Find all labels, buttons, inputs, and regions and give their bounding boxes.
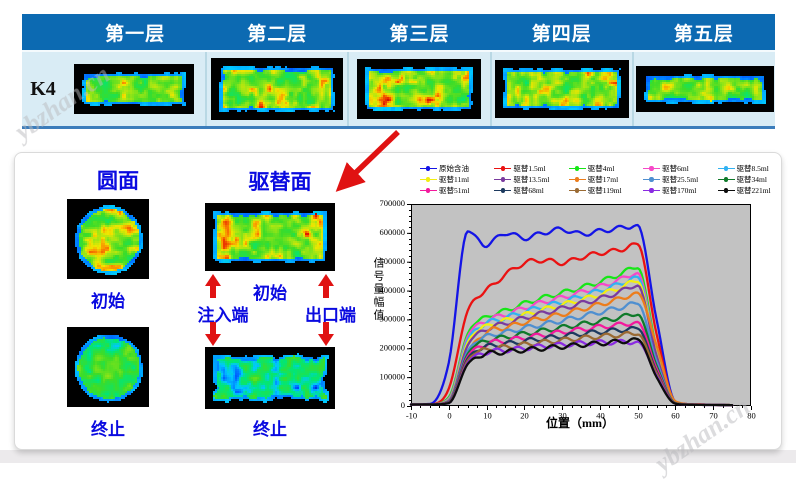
inlet-down-arrow-icon bbox=[205, 322, 221, 346]
table-cell-layer-4 bbox=[489, 52, 633, 126]
legend-marker-icon bbox=[568, 165, 586, 172]
legend-marker-icon bbox=[420, 187, 437, 194]
legend-item: 驱替13.5ml bbox=[494, 174, 568, 185]
legend-label: 驱替51ml bbox=[439, 186, 470, 195]
pointer-arrow-icon bbox=[335, 130, 400, 192]
chart-y-axis-label: 信号量幅值 bbox=[372, 257, 384, 322]
legend-label: 驱替11ml bbox=[439, 175, 470, 184]
displacement-face-title: 驱替面 bbox=[248, 171, 312, 194]
legend-item: 驱替68ml bbox=[494, 185, 568, 196]
heatmap-layer-3 bbox=[357, 59, 482, 119]
legend-item: 原始含油 bbox=[420, 163, 494, 174]
legend-item: 驱替221ml bbox=[717, 185, 792, 196]
legend-marker-icon bbox=[643, 165, 661, 172]
legend-marker-icon bbox=[494, 187, 512, 194]
header-layer-1: 第一层 bbox=[105, 23, 166, 45]
legend-marker-icon bbox=[643, 176, 661, 183]
legend-item: 驱替51ml bbox=[420, 185, 494, 196]
figure-page: { "watermark": "ybzhan.cn", "table": { "… bbox=[0, 14, 796, 478]
analysis-panel: 圆面 初始 终止 驱替面 初始 注入端 出口端 终止 原始含油 驱替1.5ml 驱替… bbox=[14, 152, 790, 450]
heatmap-layer-5 bbox=[635, 66, 774, 112]
chart-x-axis-label: 位置（mm） bbox=[546, 416, 614, 430]
header-label-spacer bbox=[22, 14, 64, 50]
face-start-frame bbox=[205, 203, 335, 271]
legend-label: 驱替119ml bbox=[587, 186, 622, 195]
circle-face-title: 圆面 bbox=[97, 170, 139, 193]
chart-legend: 原始含油 驱替1.5ml 驱替4ml 驱替6ml 驱替8.5ml 驱替11ml 驱替13.5… bbox=[420, 163, 792, 196]
legend-label: 驱替6ml bbox=[662, 164, 689, 173]
header-layer-2: 第二层 bbox=[247, 23, 308, 45]
heatmap-layer-1 bbox=[74, 64, 195, 114]
heatmap-layer-2 bbox=[210, 58, 343, 120]
legend-marker-icon bbox=[717, 176, 735, 183]
legend-label: 驱替1.5ml bbox=[513, 164, 546, 173]
inlet-label: 注入端 bbox=[197, 306, 249, 325]
legend-marker-icon bbox=[568, 176, 586, 183]
legend-label: 驱替170ml bbox=[662, 186, 697, 195]
outlet-up-arrow-icon bbox=[318, 274, 334, 298]
legend-label: 驱替17ml bbox=[587, 175, 619, 184]
legend-marker-icon bbox=[568, 187, 586, 194]
legend-item: 驱替25.5ml bbox=[643, 174, 717, 185]
legend-item: 驱替4ml bbox=[568, 163, 643, 174]
table-cell-layer-1 bbox=[64, 52, 205, 126]
header-layer-4: 第四层 bbox=[531, 23, 592, 45]
legend-item: 驱替17ml bbox=[568, 174, 643, 185]
heatmap-circle-start bbox=[67, 199, 149, 279]
table-cell-layer-5 bbox=[632, 52, 775, 126]
legend-label: 驱替68ml bbox=[513, 186, 544, 195]
legend-marker-icon bbox=[420, 165, 437, 172]
legend-label: 驱替8.5ml bbox=[736, 164, 769, 173]
outlet-label: 出口端 bbox=[305, 306, 356, 325]
header-layer-3: 第三层 bbox=[389, 23, 450, 45]
chart-canvas bbox=[370, 159, 790, 449]
legend-item: 驱替119ml bbox=[568, 185, 643, 196]
page-bottom-strip bbox=[0, 450, 796, 463]
legend-item: 驱替8.5ml bbox=[717, 163, 792, 174]
legend-label: 驱替13.5ml bbox=[513, 175, 550, 184]
table-cell-layer-3 bbox=[347, 52, 490, 126]
heatmap-circle-end bbox=[67, 327, 149, 407]
table-cell-layer-2 bbox=[204, 52, 348, 126]
signal-chart: 原始含油 驱替1.5ml 驱替4ml 驱替6ml 驱替8.5ml 驱替11ml 驱替13.5… bbox=[370, 159, 790, 449]
face-end-frame bbox=[205, 347, 335, 409]
legend-item: 驱替170ml bbox=[643, 185, 717, 196]
circle-start-label: 初始 bbox=[91, 292, 125, 311]
legend-label: 驱替4ml bbox=[587, 164, 615, 173]
row-label-k4: K4 bbox=[30, 77, 56, 100]
legend-marker-icon bbox=[494, 165, 512, 172]
legend-label: 驱替34ml bbox=[736, 175, 767, 184]
header-layer-5: 第五层 bbox=[673, 23, 734, 45]
layer-table: 第一层 第二层 第三层 第四层 第五层 K4 bbox=[22, 14, 775, 129]
inlet-up-arrow-icon bbox=[205, 274, 221, 298]
legend-marker-icon bbox=[717, 187, 735, 194]
outlet-down-arrow-icon bbox=[318, 322, 334, 346]
legend-item: 驱替11ml bbox=[420, 174, 494, 185]
legend-marker-icon bbox=[643, 187, 661, 194]
layer-table-row-k4: K4 bbox=[22, 52, 775, 129]
legend-label: 驱替221ml bbox=[736, 186, 771, 195]
legend-label: 驱替25.5ml bbox=[662, 175, 699, 184]
heatmap-face-start bbox=[205, 203, 335, 271]
legend-item: 驱替1.5ml bbox=[494, 163, 568, 174]
heatmap-layer-4 bbox=[495, 60, 630, 118]
legend-item: 驱替6ml bbox=[643, 163, 717, 174]
face-end-label: 终止 bbox=[253, 420, 287, 439]
heatmap-face-end bbox=[205, 347, 335, 409]
circle-end-frame bbox=[67, 327, 149, 407]
layer-table-header: 第一层 第二层 第三层 第四层 第五层 bbox=[22, 14, 775, 52]
legend-marker-icon bbox=[494, 176, 512, 183]
legend-marker-icon bbox=[717, 165, 735, 172]
legend-label: 原始含油 bbox=[439, 164, 469, 173]
circle-end-label: 终止 bbox=[91, 420, 125, 439]
circle-start-frame bbox=[67, 199, 149, 279]
legend-item: 驱替34ml bbox=[717, 174, 792, 185]
legend-marker-icon bbox=[420, 176, 437, 183]
face-start-label: 初始 bbox=[253, 284, 287, 303]
